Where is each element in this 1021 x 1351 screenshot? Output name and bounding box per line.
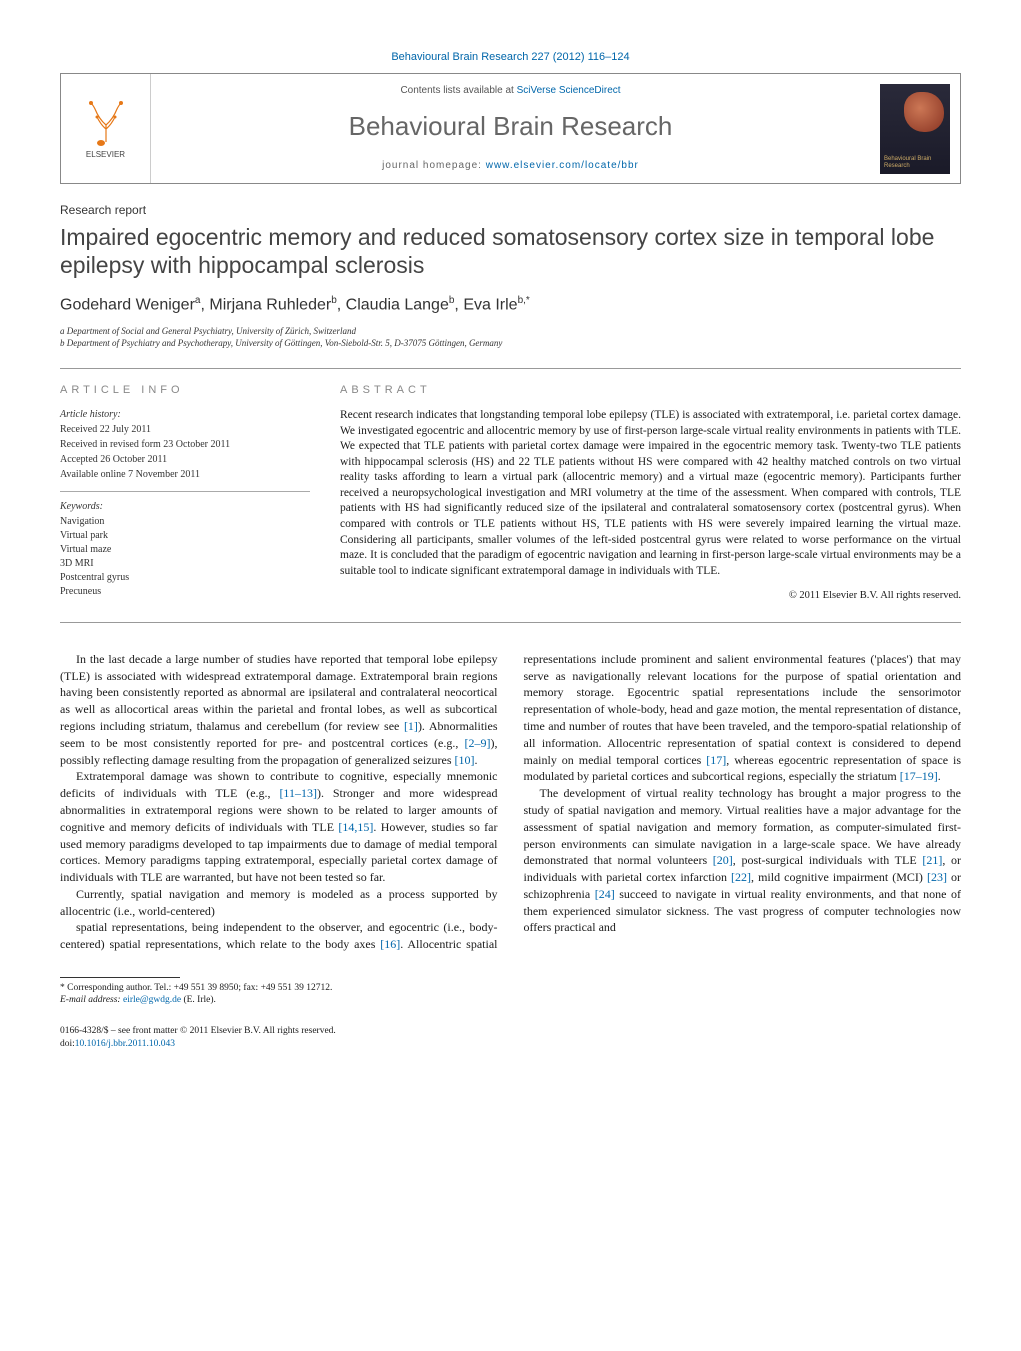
elsevier-logo: ELSEVIER <box>76 94 136 164</box>
publisher-logo-cell: ELSEVIER <box>61 74 151 182</box>
journal-homepage: journal homepage: www.elsevier.com/locat… <box>161 159 860 173</box>
citation-link[interactable]: Behavioural Brain Research 227 (2012) 11… <box>391 51 629 63</box>
cover-label: Behavioural Brain Research <box>884 156 950 169</box>
keyword: Virtual park <box>60 529 310 543</box>
corresponding-author-note: * Corresponding author. Tel.: +49 551 39… <box>60 982 961 1007</box>
keyword: Postcentral gyrus <box>60 571 310 585</box>
contents-prefix: Contents lists available at <box>400 85 516 96</box>
homepage-link[interactable]: www.elsevier.com/locate/bbr <box>486 160 639 171</box>
ref-link[interactable]: [23] <box>927 870 947 884</box>
email-label: E-mail address: <box>60 995 123 1005</box>
footnote-separator <box>60 977 180 978</box>
article-info-heading: ARTICLE INFO <box>60 383 310 398</box>
journal-name: Behavioural Brain Research <box>161 108 860 144</box>
page-footer: 0166-4328/$ – see front matter © 2011 El… <box>60 1025 961 1052</box>
body-p3: Currently, spatial navigation and memory… <box>60 886 498 920</box>
corr-email-link[interactable]: eirle@gwdg.de <box>123 995 181 1005</box>
doi-link[interactable]: 10.1016/j.bbr.2011.10.043 <box>75 1039 175 1049</box>
contents-available: Contents lists available at SciVerse Sci… <box>161 84 860 98</box>
author-1-sup: a <box>195 295 201 306</box>
keywords-label: Keywords: <box>60 500 310 514</box>
text: . <box>475 753 478 767</box>
history-label: Article history: <box>60 408 310 422</box>
corr-email-line: E-mail address: eirle@gwdg.de (E. Irle). <box>60 994 961 1006</box>
article-info-panel: ARTICLE INFO Article history: Received 2… <box>60 383 310 604</box>
ref-link[interactable]: [14,15] <box>338 820 373 834</box>
ref-link[interactable]: [21] <box>922 853 942 867</box>
corr-author-line: * Corresponding author. Tel.: +49 551 39… <box>60 982 961 994</box>
header-center: Contents lists available at SciVerse Sci… <box>151 74 870 182</box>
body-p1: In the last decade a large number of stu… <box>60 651 498 769</box>
ref-link[interactable]: [24] <box>595 887 615 901</box>
keywords-block: Keywords: Navigation Virtual park Virtua… <box>60 500 310 599</box>
affiliations: a Department of Social and General Psych… <box>60 325 961 350</box>
author-4-sup: b,* <box>518 295 530 306</box>
abstract-heading: ABSTRACT <box>340 383 961 398</box>
ref-link[interactable]: [11–13] <box>279 786 317 800</box>
text: . <box>938 769 941 783</box>
author-list: Godehard Wenigera, Mirjana Ruhlederb, Cl… <box>60 294 961 317</box>
affiliation-b: b Department of Psychiatry and Psychothe… <box>60 337 961 350</box>
accepted-date: Accepted 26 October 2011 <box>60 453 310 467</box>
abstract-text: Recent research indicates that longstand… <box>340 408 961 579</box>
ref-link[interactable]: [16] <box>380 937 400 951</box>
ref-link[interactable]: [17–19] <box>900 769 938 783</box>
author-1: Godehard Weniger <box>60 296 195 313</box>
author-4: Eva Irle <box>463 296 517 313</box>
keyword: Precuneus <box>60 585 310 599</box>
ref-link[interactable]: [1] <box>404 719 418 733</box>
ref-link[interactable]: [10] <box>455 753 475 767</box>
issn-line: 0166-4328/$ – see front matter © 2011 El… <box>60 1025 336 1038</box>
ref-link[interactable]: [17] <box>706 753 726 767</box>
text: , mild cognitive impairment (MCI) <box>751 870 927 884</box>
email-suffix: (E. Irle). <box>181 995 216 1005</box>
abstract-panel: ABSTRACT Recent research indicates that … <box>340 383 961 604</box>
doi-line: doi:10.1016/j.bbr.2011.10.043 <box>60 1038 336 1051</box>
footer-left: 0166-4328/$ – see front matter © 2011 El… <box>60 1025 336 1052</box>
journal-header-box: ELSEVIER Contents lists available at Sci… <box>60 73 961 183</box>
article-history-block: Article history: Received 22 July 2011 R… <box>60 408 310 492</box>
cover-cell: Behavioural Brain Research <box>870 74 960 182</box>
keyword: Virtual maze <box>60 543 310 557</box>
homepage-prefix: journal homepage: <box>382 160 486 171</box>
affiliation-a: a Department of Social and General Psych… <box>60 325 961 338</box>
online-date: Available online 7 November 2011 <box>60 468 310 482</box>
author-2: Mirjana Ruhleder <box>209 296 331 313</box>
author-3-sup: b <box>449 295 455 306</box>
revised-date: Received in revised form 23 October 2011 <box>60 438 310 452</box>
received-date: Received 22 July 2011 <box>60 423 310 437</box>
ref-link[interactable]: [22] <box>731 870 751 884</box>
article-title: Impaired egocentric memory and reduced s… <box>60 223 961 281</box>
text: , post-surgical individuals with TLE <box>733 853 923 867</box>
article-type: Research report <box>60 202 961 219</box>
elsevier-name: ELSEVIER <box>86 149 125 160</box>
keyword: Navigation <box>60 515 310 529</box>
author-2-sup: b <box>331 295 337 306</box>
citation-header: Behavioural Brain Research 227 (2012) 11… <box>60 50 961 65</box>
ref-link[interactable]: [20] <box>713 853 733 867</box>
journal-cover-thumb: Behavioural Brain Research <box>880 84 950 174</box>
elsevier-tree-icon <box>81 97 131 147</box>
body-p5: The development of virtual reality techn… <box>524 785 962 936</box>
author-3: Claudia Lange <box>346 296 449 313</box>
body-p2: Extratemporal damage was shown to contri… <box>60 768 498 886</box>
keyword: 3D MRI <box>60 557 310 571</box>
sciencedirect-link[interactable]: SciVerse ScienceDirect <box>517 85 621 96</box>
body-text: In the last decade a large number of stu… <box>60 651 961 953</box>
ref-link[interactable]: [2–9] <box>465 736 491 750</box>
doi-prefix: doi: <box>60 1039 75 1049</box>
abstract-copyright: © 2011 Elsevier B.V. All rights reserved… <box>340 589 961 604</box>
